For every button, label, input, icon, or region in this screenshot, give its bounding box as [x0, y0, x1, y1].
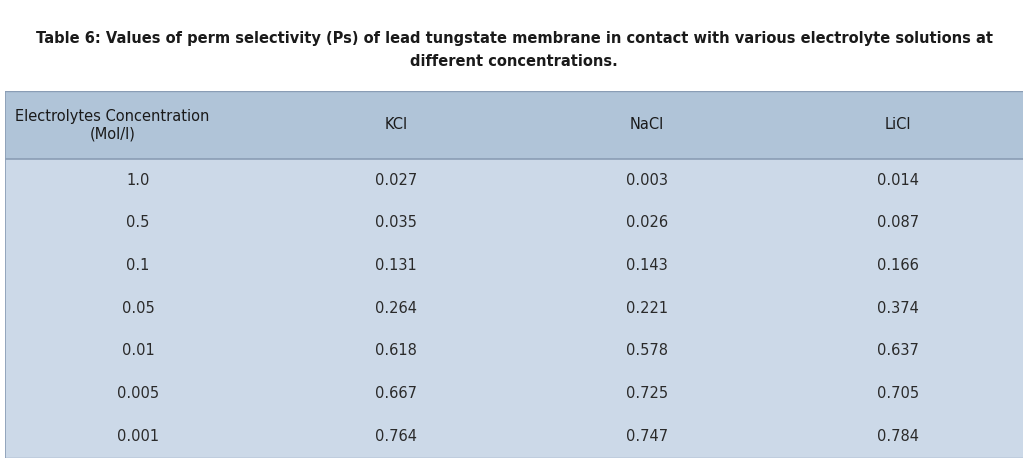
Text: Table 6: Values of perm selectivity (Ps) of lead tungstate membrane in contact w: Table 6: Values of perm selectivity (Ps)…	[36, 31, 992, 69]
Text: 0.003: 0.003	[626, 173, 668, 188]
Text: 0.725: 0.725	[626, 386, 668, 401]
Text: 0.374: 0.374	[877, 301, 918, 316]
Text: 0.705: 0.705	[877, 386, 919, 401]
Text: KCl: KCl	[384, 118, 408, 133]
Text: 0.667: 0.667	[375, 386, 417, 401]
Text: Electrolytes Concentration
(Mol/l): Electrolytes Concentration (Mol/l)	[15, 109, 210, 141]
Text: 0.578: 0.578	[626, 343, 668, 359]
Text: 0.026: 0.026	[626, 215, 668, 230]
Text: 0.1: 0.1	[126, 258, 150, 273]
Text: 0.001: 0.001	[117, 429, 159, 444]
Text: 0.5: 0.5	[126, 215, 150, 230]
Text: 0.087: 0.087	[877, 215, 919, 230]
Text: LiCl: LiCl	[884, 118, 911, 133]
Text: 0.143: 0.143	[626, 258, 668, 273]
Text: 0.014: 0.014	[877, 173, 919, 188]
Text: 0.035: 0.035	[375, 215, 417, 230]
Bar	[5, 91, 1023, 159]
Text: 0.784: 0.784	[877, 429, 919, 444]
Text: 0.221: 0.221	[626, 301, 668, 316]
Text: 0.005: 0.005	[117, 386, 159, 401]
Text: 0.01: 0.01	[121, 343, 154, 359]
Text: 1.0: 1.0	[126, 173, 150, 188]
Text: 0.764: 0.764	[375, 429, 417, 444]
Text: 0.166: 0.166	[877, 258, 918, 273]
Text: 0.747: 0.747	[626, 429, 668, 444]
Text: 0.05: 0.05	[121, 301, 154, 316]
Text: 0.264: 0.264	[375, 301, 417, 316]
Text: NaCl: NaCl	[630, 118, 664, 133]
Text: 0.637: 0.637	[877, 343, 918, 359]
Text: 0.618: 0.618	[375, 343, 417, 359]
Text: 0.131: 0.131	[375, 258, 417, 273]
Text: 0.027: 0.027	[375, 173, 417, 188]
